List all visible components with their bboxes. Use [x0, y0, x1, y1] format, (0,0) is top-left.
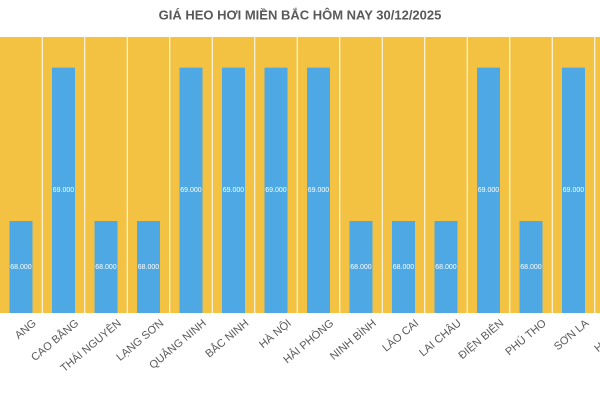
x-tick-label: ANG [13, 317, 39, 342]
bar [307, 67, 330, 314]
value-label: 68.000 [350, 264, 372, 271]
value-label: 69.000 [180, 187, 202, 194]
value-label: 68.000 [435, 264, 457, 271]
x-tick-label: HÀ NỘI [256, 317, 293, 351]
x-tick-label: LÀO CAI [380, 317, 422, 355]
value-label: 69.000 [53, 187, 75, 194]
value-label: 68.000 [10, 264, 32, 271]
value-label: 68.000 [393, 264, 415, 271]
bar [519, 221, 543, 313]
chart-title: GIÁ HEO HƠI MIỀN BẮC HÔM NAY 30/12/2025 [159, 7, 442, 22]
value-label: 68.000 [95, 264, 117, 271]
x-tick-label: PHÚ THO [503, 316, 549, 358]
value-label: 69.000 [308, 187, 330, 194]
bar [434, 221, 458, 313]
bar [222, 67, 245, 314]
value-label: 69.000 [265, 187, 287, 194]
x-tick-label: ĐIỆN BIÊN [456, 317, 507, 362]
value-label: 69.000 [478, 187, 500, 194]
bar [137, 221, 160, 313]
bar [52, 67, 75, 314]
value-label: 68.000 [138, 264, 160, 271]
x-tick-label: BẮC NINH [203, 317, 252, 361]
value-label: 68.000 [520, 264, 542, 271]
bar [392, 221, 415, 313]
value-label: 69.000 [563, 187, 585, 194]
bar [264, 67, 288, 314]
bar [562, 67, 585, 314]
x-tick-label: HƯNG Y [592, 317, 600, 355]
bar [9, 221, 33, 313]
bar [179, 67, 203, 314]
bar [477, 67, 500, 314]
bar [349, 221, 373, 313]
bar [94, 221, 118, 313]
value-label: 69.000 [223, 187, 245, 194]
x-tick-label: SƠN LA [552, 317, 592, 353]
x-tick-label: NINH BÌNH [327, 317, 378, 363]
